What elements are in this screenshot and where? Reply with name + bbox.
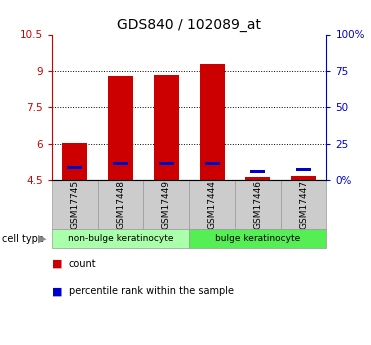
Text: GSM17745: GSM17745 [70, 180, 79, 229]
FancyBboxPatch shape [144, 180, 189, 229]
FancyBboxPatch shape [189, 180, 235, 229]
FancyBboxPatch shape [52, 229, 189, 248]
Bar [296, 168, 311, 171]
Text: percentile rank within the sample: percentile rank within the sample [69, 286, 234, 296]
Text: non-bulge keratinocyte: non-bulge keratinocyte [68, 234, 173, 243]
Bar [62, 143, 88, 180]
Bar [154, 75, 179, 180]
FancyBboxPatch shape [281, 180, 326, 229]
Bar [67, 166, 82, 169]
Bar [108, 76, 133, 180]
Bar [250, 170, 265, 173]
FancyBboxPatch shape [235, 180, 281, 229]
Text: GSM17444: GSM17444 [208, 180, 217, 229]
Bar [200, 64, 225, 180]
Text: ■: ■ [52, 259, 62, 269]
Bar [159, 162, 174, 165]
Text: GSM17446: GSM17446 [253, 180, 262, 229]
Text: cell type: cell type [2, 234, 44, 244]
Bar [204, 162, 220, 165]
Text: GSM17448: GSM17448 [116, 180, 125, 229]
FancyBboxPatch shape [189, 229, 326, 248]
Text: GSM17447: GSM17447 [299, 180, 308, 229]
Text: ▶: ▶ [39, 234, 47, 244]
Text: ■: ■ [52, 286, 62, 296]
Text: GSM17449: GSM17449 [162, 180, 171, 229]
Bar [245, 177, 270, 180]
Title: GDS840 / 102089_at: GDS840 / 102089_at [117, 18, 261, 32]
FancyBboxPatch shape [52, 180, 98, 229]
Bar [291, 176, 316, 180]
Text: count: count [69, 259, 96, 269]
FancyBboxPatch shape [98, 180, 144, 229]
Bar [113, 162, 128, 165]
Text: bulge keratinocyte: bulge keratinocyte [215, 234, 301, 243]
